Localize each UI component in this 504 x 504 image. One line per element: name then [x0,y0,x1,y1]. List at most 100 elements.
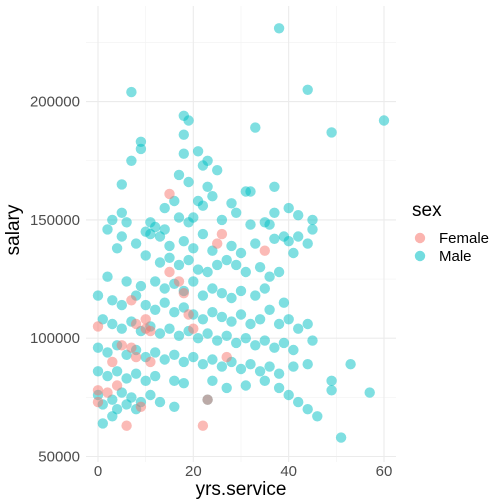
point-male [312,411,323,422]
point-female [188,323,199,334]
point-male [302,359,313,370]
point-male [264,219,275,230]
point-male [140,375,151,386]
point-male [92,290,104,301]
point-male [126,155,137,166]
point-male [264,271,275,282]
point-female [197,420,209,431]
point-male [221,382,232,394]
data-points [92,23,390,443]
point-male [173,169,185,181]
point-male [216,288,228,299]
point-male [240,380,251,391]
legend-label-male: Male [439,248,472,265]
point-male [245,318,256,330]
point-male [145,228,156,240]
point-male [245,186,256,197]
point-female [92,396,104,408]
point-male [169,375,180,386]
point-female [92,321,104,332]
point-male [135,280,147,292]
point-male [140,250,151,261]
point-male [183,115,194,126]
point-male [264,304,275,315]
point-female [126,295,137,306]
point-male [283,202,294,214]
point-male [154,231,166,242]
point-female [164,266,175,278]
point-male [197,228,209,240]
point-male [235,309,247,320]
point-male [107,295,118,306]
point-male [231,337,242,349]
point-male [269,181,280,192]
point-male [178,356,189,368]
point-male [254,262,266,273]
point-male [121,373,132,384]
point-male [140,299,151,311]
point-male [159,283,170,294]
point-male [102,271,113,282]
point-female [221,351,232,363]
point-female [121,420,132,431]
point-male [121,399,132,410]
point-male [116,231,128,242]
point-male [150,304,161,315]
point-male [164,240,175,252]
point-female [130,351,142,363]
point-male [212,165,223,176]
point-female [212,238,223,249]
point-female [164,188,175,200]
point-male [130,368,142,379]
point-male [235,285,247,297]
point-female [126,342,137,353]
point-male [202,266,213,278]
point-male [269,342,280,353]
point-male [250,340,261,351]
point-male [121,276,132,287]
point-male [259,375,270,386]
point-female [216,228,228,240]
point-male [326,127,337,138]
point-male [102,224,113,235]
point-male [221,254,232,266]
point-male [235,247,247,259]
point-female [102,387,113,398]
point-male [202,181,213,192]
point-male [130,238,142,249]
point-male [159,354,170,365]
point-male [197,359,209,370]
point-female [130,318,142,330]
point-male [154,396,166,408]
point-female [145,325,156,337]
point-male [226,316,237,327]
point-male [173,259,185,271]
point-female [92,385,104,396]
point-male [169,349,180,360]
point-male [269,233,280,244]
point-male [212,335,223,346]
point-male [293,323,304,334]
point-male [173,330,185,341]
point-male [145,389,156,401]
point-male [188,243,199,254]
point-male [188,212,199,223]
point-male [269,207,280,218]
point-male [378,115,390,126]
point-female [183,309,194,320]
point-female [107,356,118,368]
point-male [273,382,285,394]
point-female [259,245,270,256]
point-male [197,200,209,211]
point-male [116,323,128,334]
point-female [140,314,151,325]
point-male [226,240,237,252]
point-male [250,290,261,301]
point-male [302,84,313,96]
x-tick-label: 20 [185,463,202,480]
point-male [197,314,209,325]
y-tick-label: 200000 [30,94,80,111]
y-tick-label: 50000 [38,449,80,466]
y-tick-label: 150000 [30,212,80,229]
legend-swatch-female [414,232,426,244]
